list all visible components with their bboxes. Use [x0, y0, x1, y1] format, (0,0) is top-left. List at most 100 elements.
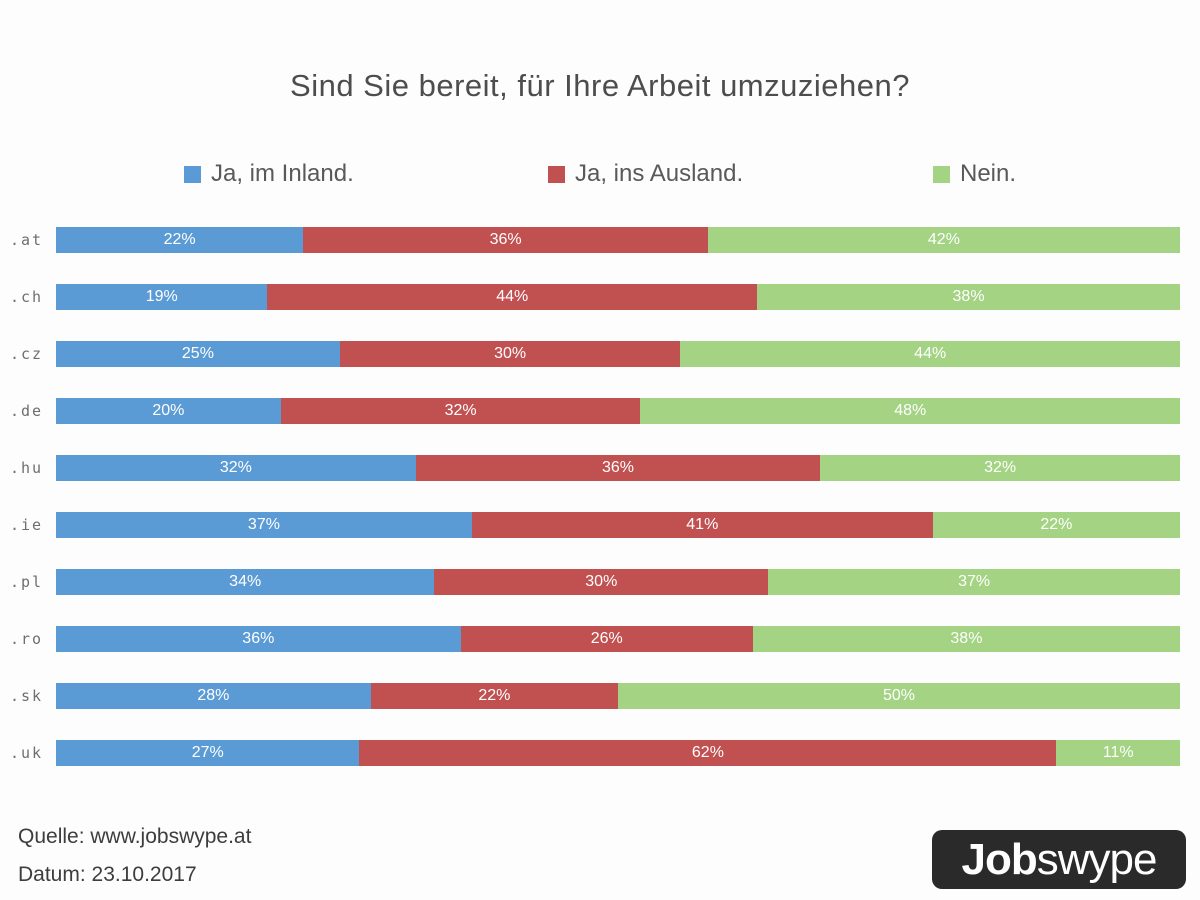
bar-segment: 38% [752, 626, 1180, 652]
chart-title: Sind Sie bereit, für Ihre Arbeit umzuzie… [290, 68, 910, 103]
stacked-bar: 19% 44% 38% [56, 284, 1180, 310]
stacked-bar: 34% 30% 37% [56, 569, 1180, 595]
bar-value-label: 26% [590, 630, 623, 647]
bar-segment: 50% [617, 683, 1180, 709]
bar-segment: 36% [303, 227, 708, 253]
legend-swatch-icon [933, 165, 950, 183]
chart-row: .hu 32% 36% 32% [0, 455, 1200, 481]
category-label: .de [10, 402, 44, 420]
bar-value-label: 32% [219, 459, 252, 476]
bar-value-label: 44% [496, 288, 529, 305]
bar-value-label: 37% [958, 573, 991, 590]
chart: .at 22% 36% 42% .ch 19% 44% 38% .cz 25% 30% 44% .de 2… [0, 227, 1200, 797]
bar-segment: 26% [460, 626, 753, 652]
category-label: .pl [10, 573, 44, 591]
legend-item: Nein. [933, 160, 1016, 188]
bar-value-label: 22% [1040, 516, 1073, 533]
bar-value-label: 28% [197, 687, 230, 704]
chart-row: .pl 34% 30% 37% [0, 569, 1200, 595]
bar-segment: 22% [56, 227, 304, 253]
bar-segment: 62% [359, 740, 1057, 766]
bar-value-label: 50% [882, 687, 915, 704]
bar-segment: 36% [415, 455, 821, 481]
source-text: Quelle: www.jobswype.at [18, 825, 252, 848]
bar-segment: 44% [267, 284, 758, 310]
bar-segment: 38% [757, 284, 1180, 310]
chart-row: .cz 25% 30% 44% [0, 341, 1200, 367]
bar-segment: 32% [56, 455, 416, 481]
category-label: .at [10, 231, 44, 249]
stacked-bar: 36% 26% 38% [56, 626, 1180, 652]
legend: Ja, im Inland. Ja, ins Ausland. Nein. [0, 160, 1200, 194]
logo-text-regular: swype [1036, 834, 1158, 884]
chart-row: .ch 19% 44% 38% [0, 284, 1200, 310]
legend-label: Nein. [960, 160, 1017, 187]
bar-value-label: 38% [952, 288, 985, 305]
stacked-bar: 32% 36% 32% [56, 455, 1180, 481]
stacked-bar: 28% 22% 50% [56, 683, 1180, 709]
bar-value-label: 41% [686, 516, 719, 533]
bar-value-label: 36% [242, 630, 275, 647]
bar-segment: 11% [1056, 740, 1180, 766]
bar-segment: 27% [56, 740, 360, 766]
bar-value-label: 30% [585, 573, 618, 590]
bar-value-label: 38% [950, 630, 983, 647]
jobswype-logo: Job swype [932, 830, 1186, 889]
bar-segment: 48% [640, 398, 1180, 424]
bar-value-label: 11% [1102, 744, 1134, 761]
bar-value-label: 48% [894, 402, 927, 419]
category-label: .ro [10, 630, 44, 648]
chart-row: .sk 28% 22% 50% [0, 683, 1200, 709]
bar-segment: 37% [56, 512, 472, 538]
legend-label: Ja, ins Ausland. [575, 160, 744, 187]
bar-segment: 32% [280, 398, 641, 424]
legend-item: Ja, ins Ausland. [548, 160, 743, 188]
stacked-bar: 22% 36% 42% [56, 227, 1180, 253]
bar-value-label: 19% [145, 288, 178, 305]
bar-value-label: 42% [927, 231, 960, 248]
bar-segment: 20% [56, 398, 281, 424]
bar-value-label: 44% [914, 345, 947, 362]
chart-row: .ro 36% 26% 38% [0, 626, 1200, 652]
stacked-bar: 27% 62% 11% [56, 740, 1180, 766]
bar-value-label: 36% [601, 459, 634, 476]
logo-text-bold: Job [961, 834, 1038, 884]
bar-value-label: 62% [691, 744, 724, 761]
bar-value-label: 22% [478, 687, 511, 704]
chart-row: .ie 37% 41% 22% [0, 512, 1200, 538]
stacked-bar: 25% 30% 44% [56, 341, 1180, 367]
bar-segment: 36% [56, 626, 461, 652]
bar-segment: 34% [56, 569, 435, 595]
legend-item: Ja, im Inland. [184, 160, 354, 188]
bar-value-label: 22% [163, 231, 196, 248]
category-label: .cz [10, 345, 44, 363]
category-label: .hu [10, 459, 44, 477]
bar-segment: 22% [932, 512, 1180, 538]
bar-segment: 28% [56, 683, 371, 709]
bar-value-label: 37% [247, 516, 280, 533]
chart-row: .at 22% 36% 42% [0, 227, 1200, 253]
chart-row: .de 20% 32% 48% [0, 398, 1200, 424]
bar-value-label: 32% [444, 402, 477, 419]
bar-segment: 32% [820, 455, 1180, 481]
bar-value-label: 36% [489, 231, 522, 248]
bar-segment: 41% [471, 512, 933, 538]
bar-segment: 30% [339, 341, 681, 367]
category-label: .ie [10, 516, 44, 534]
stacked-bar: 37% 41% 22% [56, 512, 1180, 538]
bar-segment: 44% [680, 341, 1180, 367]
bar-value-label: 34% [229, 573, 262, 590]
bar-value-label: 30% [494, 345, 527, 362]
legend-label: Ja, im Inland. [211, 160, 354, 187]
date-text: Datum: 23.10.2017 [18, 863, 197, 886]
bar-value-label: 32% [984, 459, 1017, 476]
bar-segment: 22% [370, 683, 618, 709]
bar-value-label: 20% [152, 402, 185, 419]
bar-segment: 42% [707, 227, 1180, 253]
category-label: .ch [10, 288, 44, 306]
bar-segment: 37% [768, 569, 1180, 595]
chart-row: .uk 27% 62% 11% [0, 740, 1200, 766]
bar-value-label: 25% [181, 345, 214, 362]
legend-swatch-icon [548, 165, 565, 183]
bar-segment: 25% [56, 341, 340, 367]
